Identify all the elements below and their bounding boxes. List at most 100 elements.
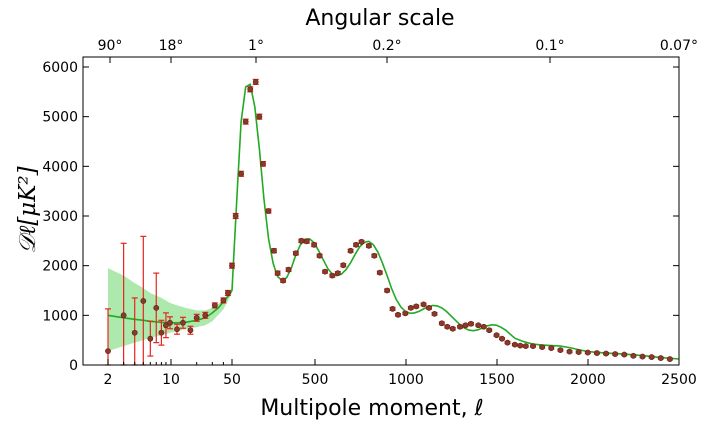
data-point: [147, 335, 154, 342]
data-point: [530, 343, 536, 350]
x-tick-label: 2500: [661, 372, 697, 388]
data-point: [457, 323, 463, 330]
y-tick-label: 6000: [42, 60, 78, 76]
data-point: [504, 339, 511, 346]
data-point: [444, 323, 451, 330]
y-tick-label: 4000: [42, 159, 78, 175]
data-point: [256, 113, 263, 120]
data-point: [593, 350, 600, 356]
data-point: [274, 270, 281, 277]
data-point: [334, 270, 341, 277]
band-layer: [108, 268, 232, 352]
data-point: [413, 303, 420, 310]
data-point: [557, 347, 564, 353]
y-tick-label: 5000: [42, 110, 78, 126]
data-point: [420, 301, 427, 308]
data-point: [426, 304, 432, 311]
x-tick-label: 2: [104, 372, 113, 388]
x-tick-label: 500: [302, 372, 329, 388]
data-point: [260, 160, 266, 167]
model-curve: [107, 83, 680, 360]
data-point: [384, 287, 390, 294]
y-tick-label: 0: [69, 358, 78, 374]
ticks-layer: 0 1000 2000 3000 4000 5000 6000 2 10 50 500 1000 150…: [42, 38, 698, 388]
top-tick-label: 1°: [248, 38, 264, 54]
data-point: [407, 304, 414, 311]
y-tick-label: 1000: [42, 308, 78, 324]
data-point: [353, 241, 359, 248]
data-point: [153, 304, 160, 311]
x-tick-label: 1500: [479, 372, 515, 388]
y-tick-label: 2000: [42, 259, 78, 275]
data-point: [285, 266, 292, 273]
top-tick-label: 0.2°: [372, 38, 401, 54]
y-tick-label: 3000: [42, 209, 78, 225]
uncertainty-band: [108, 268, 232, 352]
data-point: [371, 252, 378, 259]
top-tick-label: 0.07°: [660, 38, 698, 54]
data-point: [575, 349, 582, 355]
data-point: [340, 262, 347, 269]
data-point: [630, 352, 637, 359]
top-tick-label: 0.1°: [535, 38, 564, 54]
data-point: [322, 268, 328, 275]
data-point: [220, 297, 227, 304]
data-point: [187, 327, 194, 334]
data-point: [105, 348, 111, 354]
data-point: [468, 320, 474, 327]
data-point: [229, 262, 235, 269]
data-point: [298, 237, 305, 244]
data-point: [358, 238, 365, 245]
data-point: [603, 350, 609, 357]
data-point: [167, 319, 173, 326]
data-point: [517, 342, 524, 349]
data-point: [292, 250, 299, 257]
plot-frame: [82, 56, 680, 366]
data-point: [539, 344, 546, 351]
data-point: [238, 170, 245, 177]
data-point: [657, 355, 664, 361]
data-point: [648, 354, 655, 360]
data-point: [612, 351, 619, 357]
data-point: [365, 242, 372, 249]
data-point: [280, 277, 286, 284]
data-point: [174, 326, 180, 333]
data-point: [438, 320, 445, 327]
data-point: [548, 345, 555, 352]
data-point: [475, 322, 482, 329]
data-point: [584, 349, 591, 356]
data-point: [311, 241, 318, 248]
data-point: [566, 348, 573, 355]
data-point: [242, 118, 249, 125]
data-point: [247, 86, 254, 93]
data-point: [140, 298, 147, 304]
data-point: [347, 247, 354, 254]
data-point: [211, 302, 218, 309]
data-point: [389, 305, 396, 312]
data-point: [511, 341, 518, 348]
data-point: [395, 311, 401, 318]
data-point: [180, 319, 186, 326]
data-point: [639, 353, 646, 360]
data-point: [225, 290, 231, 296]
model-line-layer: [107, 83, 680, 360]
data-point: [493, 332, 500, 339]
data-point: [131, 329, 138, 336]
data-point: [271, 247, 277, 254]
top-tick-label: 90°: [98, 38, 123, 54]
y-axis-label: 𝒟ℓ[μK²]: [15, 166, 41, 253]
data-point: [158, 329, 165, 336]
data-point: [621, 351, 628, 358]
x-tick-label: 50: [223, 372, 241, 388]
data-point: [303, 238, 310, 245]
data-point: [252, 79, 259, 85]
data-point: [486, 327, 493, 334]
x-tick-label: 10: [162, 372, 180, 388]
data-point: [449, 325, 456, 332]
data-point: [522, 343, 529, 350]
data-point: [120, 312, 127, 319]
x-axis-label: Multipole moment, ℓ: [260, 396, 483, 421]
data-point: [329, 272, 336, 279]
data-point: [202, 312, 209, 319]
